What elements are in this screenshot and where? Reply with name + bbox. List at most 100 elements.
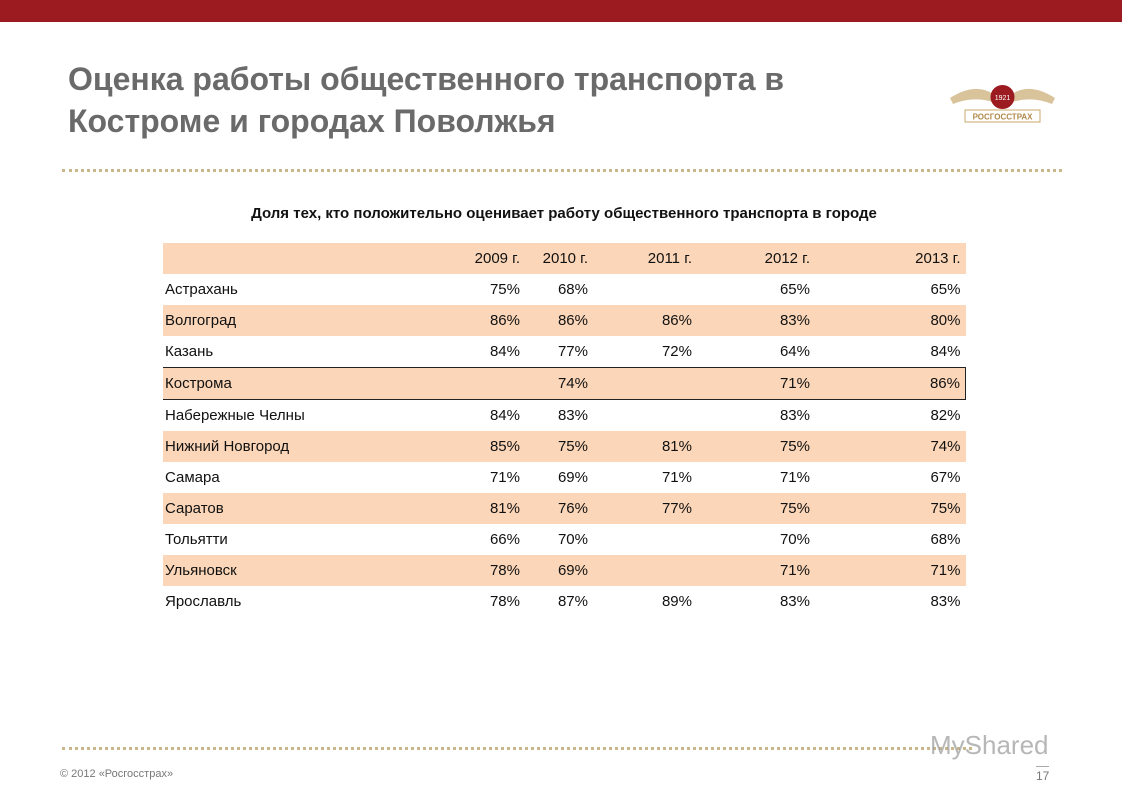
table-cell: 66% [489, 531, 520, 548]
table-cell: 78% [489, 593, 520, 610]
table-cell [363, 367, 525, 400]
table-cell: 87% [557, 593, 588, 610]
data-table: 2009 г. 2010 г. 2011 г. 2012 г. 2013 г. Астра… [163, 243, 966, 617]
table-cell: 75% [697, 493, 815, 524]
table-cell: 68% [930, 531, 961, 548]
table-cell: 2012 г. [697, 243, 815, 274]
table-row: Самара 71% 69% 71% 71% 67% [163, 462, 966, 493]
table-cell: Волгоград [163, 305, 363, 336]
table-cell: 76% [525, 493, 593, 524]
table-cell: 78% [363, 555, 525, 586]
table-cell: 2009 г. [363, 243, 525, 274]
table-cell [593, 555, 697, 586]
table-cell: 64% [779, 343, 810, 360]
table-cell: 86% [593, 305, 697, 336]
table-cell: 83% [697, 305, 815, 336]
table-cell: 77% [593, 493, 697, 524]
table-cell: 85% [363, 431, 525, 462]
logo-plate [964, 109, 1041, 123]
table-cell: 83% [779, 593, 810, 610]
table-cell: Саратов [163, 493, 363, 524]
table-cell: 83% [779, 407, 810, 424]
title-line: Оценка работы общественного транспорта в [68, 61, 785, 97]
table-cell: 83% [930, 593, 961, 610]
table-row: Ярославль 78% 87% 89% 83% 83% [163, 586, 966, 617]
table-cell: 80% [815, 305, 966, 336]
table-cell: 84% [489, 407, 520, 424]
table-cell: Ульяновск [163, 555, 363, 586]
table-row: Кострома 74% 71% 86% [163, 367, 966, 400]
slide-title: Оценка работы общественного транспорта в… [68, 58, 784, 142]
table-cell: 74% [815, 431, 966, 462]
logo-emblem [990, 85, 1015, 109]
table-cell: 70% [557, 531, 588, 548]
table-cell: Казань [165, 343, 214, 360]
table-cell: 82% [930, 407, 961, 424]
table-cell: Ярославль [165, 593, 242, 610]
divider [62, 747, 972, 750]
table-cell: Астрахань [165, 281, 238, 298]
table-cell: 67% [930, 469, 961, 486]
table-cell: 69% [525, 555, 593, 586]
table-cell [593, 400, 697, 432]
table-cell [593, 274, 697, 305]
logo-year: 1921 [995, 95, 1011, 102]
table-row: Ульяновск 78% 69% 71% 71% [163, 555, 966, 586]
table-caption: Доля тех, кто положительно оценивает раб… [251, 205, 877, 222]
table-cell: 2010 г. [525, 243, 593, 274]
table-row: Набережные Челны 84% 83% 83% 82% [163, 400, 966, 432]
logo-brand: РОСГОССТРАХ [973, 113, 1034, 122]
table-cell: 71% [815, 555, 966, 586]
table-cell: Нижний Новгород [163, 431, 363, 462]
table-cell: 2013 г. [815, 243, 966, 274]
table-cell: 71% [779, 469, 810, 486]
table-cell: 71% [661, 469, 692, 486]
table-cell: 74% [525, 367, 593, 400]
table-cell: 86% [815, 367, 966, 400]
table-cell: 77% [557, 343, 588, 360]
watermark: MyShared [930, 730, 1049, 760]
table-cell: 81% [593, 431, 697, 462]
table-cell: 75% [489, 281, 520, 298]
table-cell: 75% [815, 493, 966, 524]
table-cell [163, 243, 363, 274]
table-cell: Тольятти [165, 531, 228, 548]
copyright: © 2012 «Росгосстрах» [60, 768, 174, 780]
table-row: Волгоград 86% 86% 86% 83% 80% [163, 305, 966, 336]
top-bar [0, 0, 1122, 22]
table-cell [593, 367, 697, 400]
table-cell: 81% [363, 493, 525, 524]
table-cell: 71% [489, 469, 520, 486]
table-cell: 84% [930, 343, 961, 360]
title-line: Костроме и городах Поволжья [68, 103, 556, 139]
table-cell: 68% [557, 281, 588, 298]
table-cell: 70% [779, 531, 810, 548]
table-cell: 69% [557, 469, 588, 486]
page-number: 17 [1036, 766, 1050, 783]
table-row: Казань 84% 77% 72% 64% 84% [163, 336, 966, 368]
table-cell: 86% [525, 305, 593, 336]
table-cell: 84% [489, 343, 520, 360]
table-cell: Кострома [163, 367, 363, 400]
table-cell: 83% [557, 407, 588, 424]
table-cell: 75% [697, 431, 815, 462]
table-row: 2009 г. 2010 г. 2011 г. 2012 г. 2013 г. [163, 243, 966, 274]
table-cell: 86% [363, 305, 525, 336]
table-cell: Самара [165, 469, 220, 486]
table-cell: 65% [930, 281, 961, 298]
table-cell: Набережные Челны [165, 407, 305, 424]
table-cell: 89% [661, 593, 692, 610]
logo-wings [950, 88, 1055, 104]
table-cell: 72% [661, 343, 692, 360]
divider [62, 169, 1062, 172]
table-cell: 71% [697, 367, 815, 400]
table-cell: 75% [525, 431, 593, 462]
table-row: Тольятти 66% 70% 70% 68% [163, 524, 966, 555]
table-row: Астрахань 75% 68% 65% 65% [163, 274, 966, 305]
table-row: Саратов 81% 76% 77% 75% 75% [163, 493, 966, 524]
logo: 1921 РОСГОССТРАХ [950, 85, 1055, 123]
table-cell: 65% [779, 281, 810, 298]
table-cell [593, 524, 697, 555]
table-cell: 71% [697, 555, 815, 586]
